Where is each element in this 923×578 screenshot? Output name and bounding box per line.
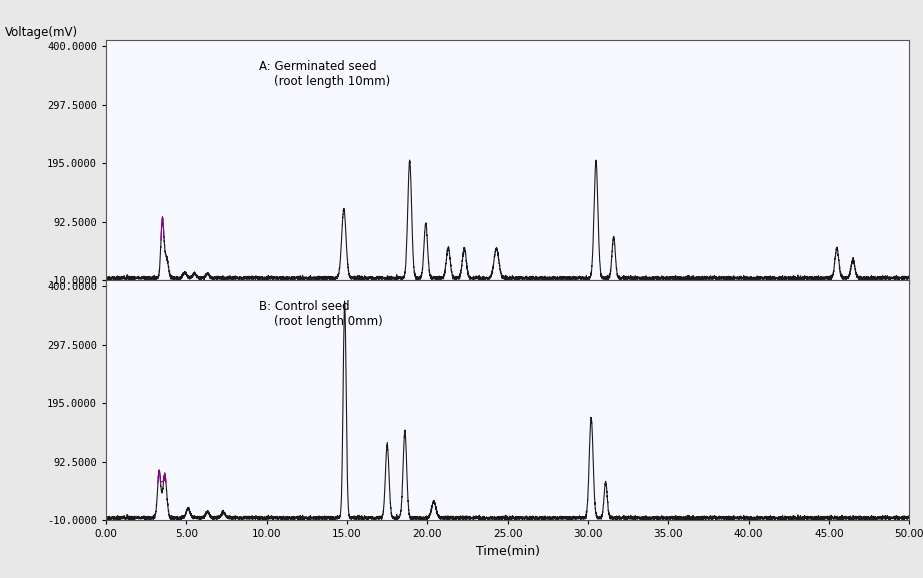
Text: B: Control seed
    (root length 0mm): B: Control seed (root length 0mm)	[258, 299, 382, 328]
X-axis label: Time(min): Time(min)	[475, 545, 540, 558]
Text: Voltage(mV): Voltage(mV)	[5, 26, 78, 39]
Text: A: Germinated seed
    (root length 10mm): A: Germinated seed (root length 10mm)	[258, 60, 390, 88]
